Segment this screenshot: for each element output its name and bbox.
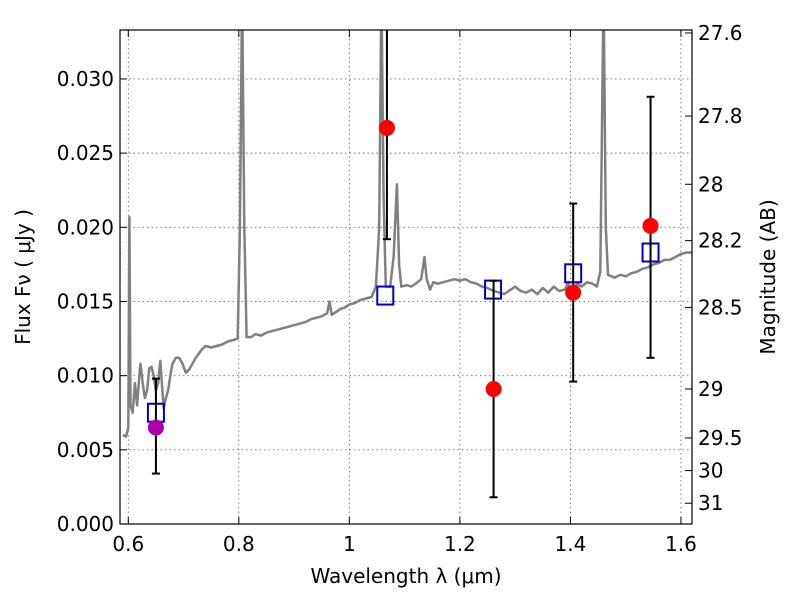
axis-ticks: 0.6 0.8 1 1.2 1.4 1.6 0.000 0.005 0.010 0.015 0.02…	[57, 21, 743, 556]
x-tick-label: 1	[343, 532, 356, 556]
y-tick-label: 0.005	[57, 438, 114, 462]
x-tick-label: 1.4	[555, 532, 587, 556]
plot-area	[122, 30, 692, 499]
data-point	[565, 284, 582, 301]
x-tick-label: 1.2	[444, 532, 476, 556]
y-tick-label: 0.025	[57, 141, 114, 165]
right-tick-label: 31	[698, 491, 723, 515]
data-point	[642, 217, 659, 234]
x-tick-label: 0.6	[112, 532, 144, 556]
spectrum-line	[122, 30, 692, 438]
right-tick-label: 27.6	[698, 21, 743, 45]
right-tick-label: 29	[698, 377, 723, 401]
model-point	[376, 285, 395, 306]
x-tick-label: 0.8	[223, 532, 255, 556]
grid-lines	[120, 30, 692, 525]
plot-frame	[119, 29, 693, 525]
data-point	[147, 419, 164, 436]
y-tick-label: 0.000	[57, 512, 114, 536]
y-tick-label: 0.020	[57, 215, 114, 239]
y-tick-label: 0.015	[57, 289, 114, 313]
data-point	[378, 119, 395, 136]
y-tick-label: 0.030	[57, 67, 114, 91]
right-tick-label: 28.5	[698, 295, 743, 319]
y-tick-label: 0.010	[57, 364, 114, 388]
right-tick-label: 27.8	[698, 104, 743, 128]
x-axis-label: Wavelength λ (μm)	[310, 564, 501, 588]
right-tick-label: 28	[698, 172, 723, 196]
data-point	[485, 381, 502, 398]
right-axis-label: Magnitude (AB)	[756, 199, 780, 354]
right-tick-label: 30	[698, 459, 723, 483]
x-tick-label: 1.6	[665, 532, 697, 556]
right-tick-label: 29.5	[698, 426, 743, 450]
y-axis-label: Flux Fν ( μJy )	[11, 209, 35, 345]
right-tick-label: 28.2	[698, 229, 743, 253]
